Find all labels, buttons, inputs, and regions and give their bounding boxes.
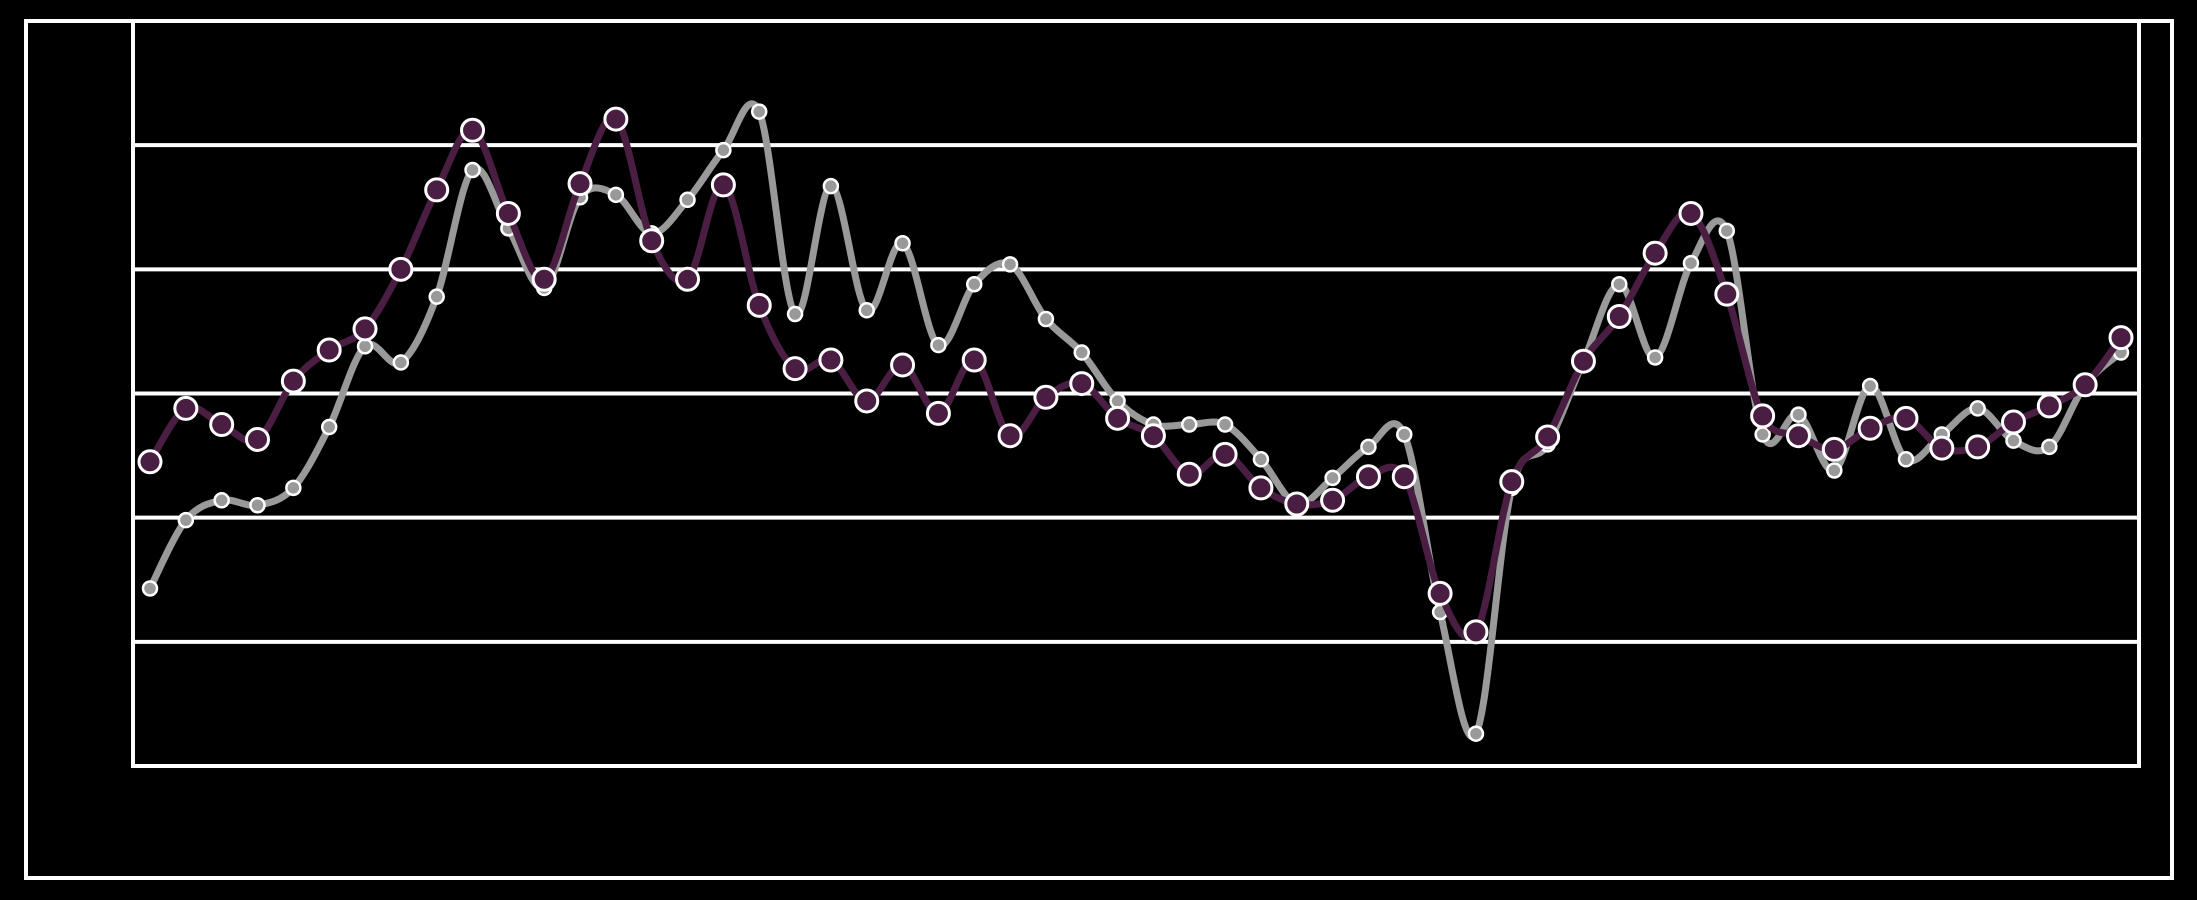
data-point: [245, 426, 271, 452]
data-point: [1360, 438, 1377, 456]
data-point: [1714, 281, 1740, 307]
data-point: [1897, 451, 1915, 468]
data-point: [1611, 275, 1628, 293]
data-point: [1965, 434, 1991, 460]
data-point: [285, 479, 302, 497]
data-point: [675, 266, 701, 292]
data-point: [209, 412, 235, 438]
data-point: [249, 497, 266, 514]
data-point: [715, 141, 732, 159]
data-point: [607, 186, 625, 204]
data-point: [782, 356, 808, 382]
data-point: [280, 368, 306, 394]
data-point: [1646, 349, 1664, 366]
data-point: [177, 511, 195, 529]
data-point: [2072, 372, 2098, 398]
data-point: [320, 418, 338, 436]
data-point: [141, 580, 159, 597]
data-point: [460, 117, 486, 143]
data-point: [1355, 464, 1381, 490]
data-point: [858, 302, 875, 319]
data-point: [1499, 469, 1525, 495]
data-point: [2005, 432, 2022, 449]
data-point: [1857, 415, 1883, 441]
data-point: [1969, 400, 1986, 417]
data-point: [603, 106, 629, 132]
data-point: [1427, 580, 1453, 606]
data-point: [1396, 426, 1413, 443]
data-point: [495, 200, 521, 226]
data-point: [822, 177, 840, 195]
data-point: [1826, 462, 1843, 479]
data-point: [2036, 393, 2062, 419]
data-point: [1324, 469, 1341, 487]
data-point: [1467, 725, 1485, 742]
data-point: [679, 191, 696, 209]
data-point: [1535, 424, 1561, 450]
data-point: [786, 305, 804, 323]
data-point: [1176, 461, 1202, 487]
data-point: [388, 256, 414, 282]
data-point: [890, 352, 916, 378]
data-point: [2000, 409, 2026, 435]
data-point: [1001, 256, 1019, 273]
data-point: [1790, 406, 1807, 423]
data-point: [424, 177, 450, 203]
data-point: [746, 292, 772, 318]
data-point: [1069, 371, 1095, 397]
data-point: [531, 266, 557, 292]
data-point: [1750, 403, 1776, 429]
data-point: [1754, 426, 1771, 443]
data-point: [1570, 348, 1596, 374]
data-point: [173, 395, 199, 421]
data-point: [1248, 475, 1274, 501]
data-point: [1284, 491, 1310, 517]
data-point: [1463, 619, 1489, 645]
data-point: [1785, 423, 1811, 449]
data-point: [961, 347, 987, 373]
data-point: [925, 400, 951, 426]
data-point: [1861, 377, 1879, 395]
data-point: [1821, 436, 1847, 462]
data-point: [1718, 222, 1736, 240]
data-point: [1073, 344, 1090, 361]
data-point: [567, 171, 593, 197]
data-point: [1929, 435, 1955, 461]
data-point: [1252, 451, 1270, 468]
data-point: [1606, 304, 1632, 330]
data-point: [1181, 416, 1198, 433]
data-point: [1216, 416, 1234, 433]
data-point: [1212, 441, 1238, 467]
data-point: [710, 172, 736, 198]
data-point: [428, 288, 445, 305]
data-point: [854, 388, 880, 414]
data-point: [639, 228, 665, 254]
data-point: [392, 354, 410, 371]
data-point: [1033, 384, 1059, 410]
data-point: [997, 423, 1023, 449]
data-point: [894, 235, 911, 252]
data-point: [352, 316, 378, 342]
data-point: [1642, 240, 1668, 266]
data-point: [464, 161, 481, 179]
data-point: [750, 103, 768, 120]
data-point: [1140, 423, 1166, 449]
data-point: [1391, 464, 1417, 490]
data-point: [1682, 254, 1700, 272]
data-point: [213, 492, 230, 509]
data-point: [930, 336, 947, 354]
data-point: [1037, 310, 1055, 328]
data-point: [965, 275, 983, 293]
data-point: [1320, 487, 1346, 513]
data-point: [2108, 325, 2134, 351]
data-point: [818, 347, 844, 373]
data-point: [137, 449, 163, 475]
data-point: [1893, 405, 1919, 431]
data-point: [1678, 200, 1704, 226]
data-point: [316, 337, 342, 363]
data-point: [2041, 438, 2058, 456]
data-point: [1105, 405, 1131, 431]
